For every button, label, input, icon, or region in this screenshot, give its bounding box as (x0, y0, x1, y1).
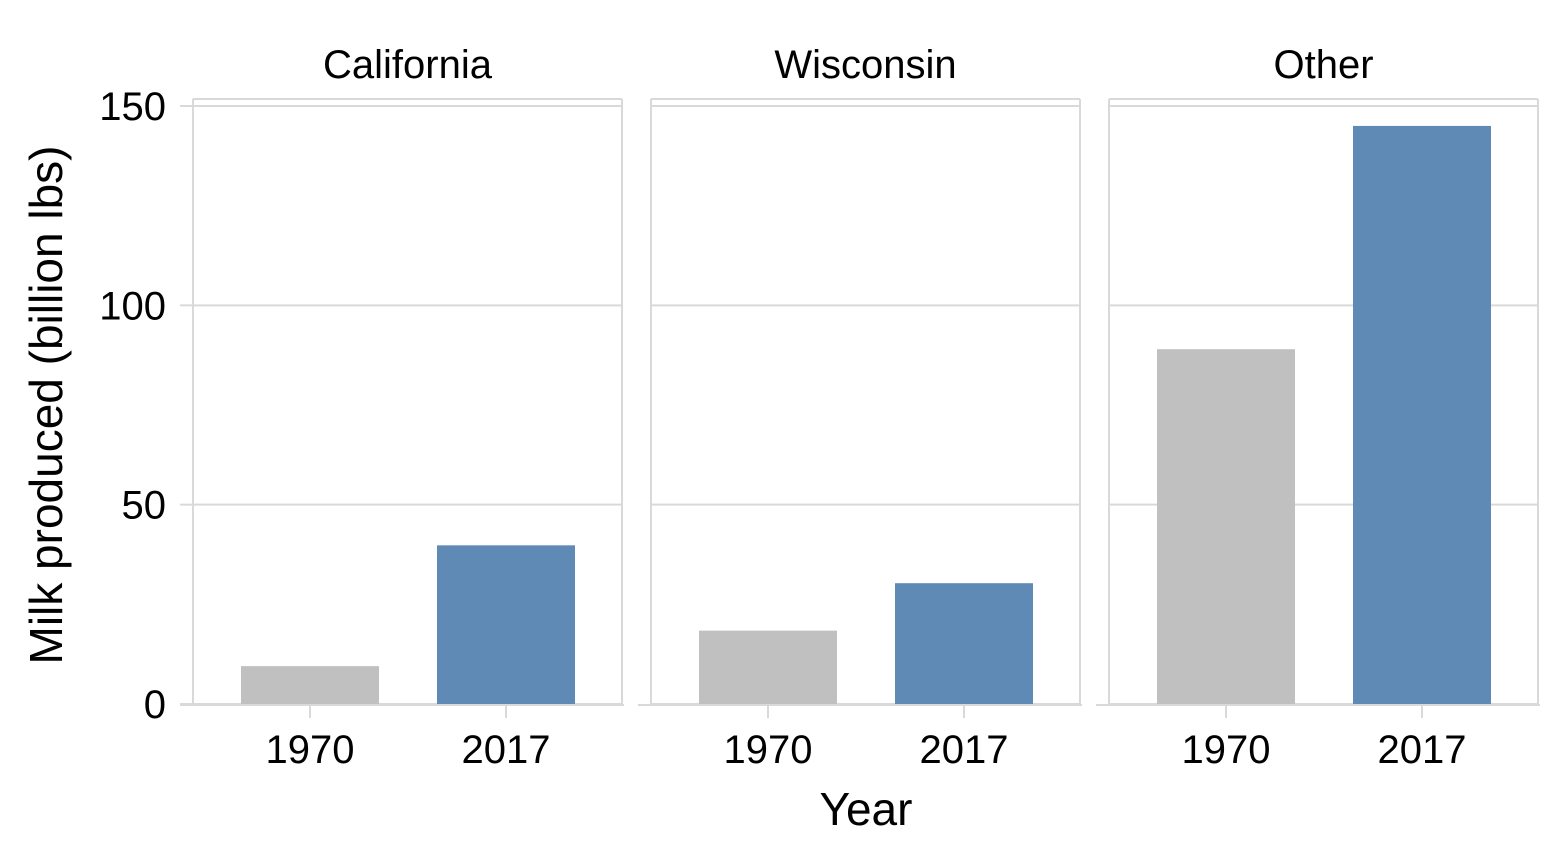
y-tick-label: 50 (122, 484, 167, 528)
x-axis-title: Year (820, 783, 913, 835)
bar-other-1970 (1157, 349, 1295, 704)
facet-panels: 1970 2017 California 1970 2017 Wisconsin 1970 2… (180, 43, 1540, 772)
x-tick-label: 2017 (1378, 728, 1467, 772)
facet-title: Other (1273, 43, 1373, 87)
facet-title: California (323, 43, 493, 87)
bar-california-1970 (241, 666, 379, 704)
x-tick-label: 1970 (1182, 728, 1271, 772)
y-tick-label: 0 (144, 683, 166, 727)
x-tick-label: 2017 (462, 728, 551, 772)
y-tick-label: 100 (99, 284, 166, 328)
bar-wisconsin-1970 (699, 630, 837, 704)
bar-other-2017 (1353, 125, 1491, 704)
x-tick-label: 1970 (724, 728, 813, 772)
y-axis-tick-labels: 0 50 100 150 (99, 85, 193, 727)
bar-california-2017 (437, 545, 575, 704)
x-tick-label: 1970 (266, 728, 355, 772)
facet-panel-other: 1970 2017 Other (1096, 43, 1540, 772)
x-tick-label: 2017 (920, 728, 1009, 772)
y-tick-label: 150 (99, 85, 166, 129)
bar-wisconsin-2017 (895, 583, 1033, 704)
facet-title: Wisconsin (774, 43, 956, 87)
y-axis-title: Milk produced (billion lbs) (20, 146, 72, 665)
facet-panel-california: 1970 2017 California (180, 43, 624, 772)
facet-panel-wisconsin: 1970 2017 Wisconsin (638, 43, 1082, 772)
